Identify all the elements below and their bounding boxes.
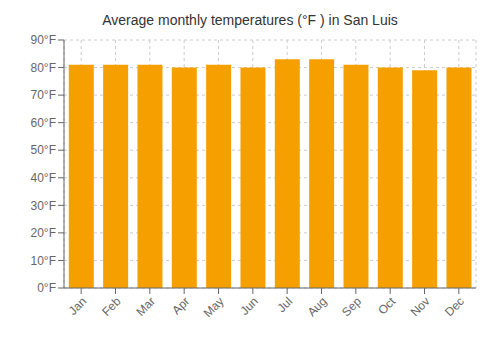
svg-text:90°F: 90°F bbox=[31, 33, 56, 47]
svg-text:Oct: Oct bbox=[375, 294, 399, 318]
svg-text:Jun: Jun bbox=[237, 294, 261, 318]
html-text:Average monthly temperatures (: Average monthly temperatures (°F ) in Sa… bbox=[102, 12, 398, 28]
svg-text:Sep: Sep bbox=[339, 294, 364, 319]
svg-text:Jul: Jul bbox=[275, 294, 296, 315]
svg-text:30°F: 30°F bbox=[31, 199, 56, 213]
svg-text:60°F: 60°F bbox=[31, 116, 56, 130]
svg-text:Mar: Mar bbox=[133, 294, 158, 319]
svg-text:20°F: 20°F bbox=[31, 226, 56, 240]
svg-text:May: May bbox=[201, 294, 227, 320]
svg-text:Nov: Nov bbox=[408, 294, 433, 319]
svg-text:0°F: 0°F bbox=[37, 281, 56, 295]
svg-text:Jan: Jan bbox=[66, 294, 90, 318]
svg-text:Feb: Feb bbox=[99, 294, 124, 319]
svg-text:Aug: Aug bbox=[305, 294, 330, 319]
svg-text:70°F: 70°F bbox=[31, 88, 56, 102]
svg-text:10°F: 10°F bbox=[31, 254, 56, 268]
svg-text:40°F: 40°F bbox=[31, 171, 56, 185]
svg-text:Apr: Apr bbox=[169, 294, 192, 317]
svg-text:50°F: 50°F bbox=[31, 143, 56, 157]
svg-text:80°F: 80°F bbox=[31, 61, 56, 75]
svg-text:Dec: Dec bbox=[442, 294, 467, 319]
